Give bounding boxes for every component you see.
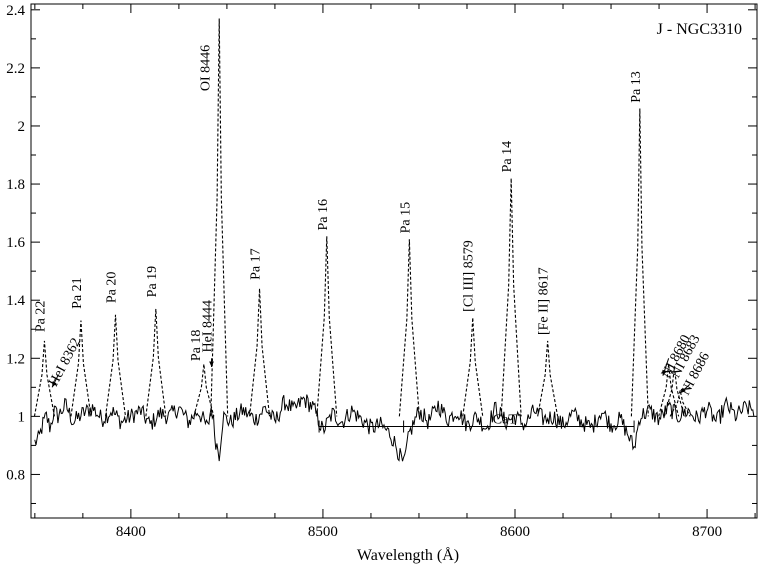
emission-peak-line [104,314,127,417]
line-label: Pa 17 [249,248,264,280]
emission-peak-line [70,320,92,417]
line-label: Pa 15 [398,202,413,234]
line-label: Pa 22 [33,301,48,333]
y-tick-label: 2.4 [6,3,25,19]
emission-peak-line [669,390,691,417]
line-label: [Cl III] 8579 [462,240,477,312]
x-tick-label: 8400 [116,524,146,540]
plot-frame [30,3,758,519]
y-tick-label: 1.6 [6,235,25,251]
plot-layer: 8400 8500 8600 8700 0.8 1 1.2 1.4 1.6 1.8 2 2.2 2.4 P… [6,3,758,540]
line-label: HeI 8362 [46,336,84,389]
emission-peak-line [316,236,338,417]
y-tick-label: 1.4 [6,293,25,309]
y-tick-label: 0.8 [6,467,25,483]
y-tick-label: 2.2 [6,61,25,77]
emission-peak-line [145,308,167,417]
emission-peak-line [663,366,685,417]
y-tick-label: 1.8 [6,177,25,193]
line-label: Pa 14 [500,141,515,172]
line-label: Pa 21 [70,277,85,309]
emission-peak-line [537,340,559,417]
line-label: Pa 18 [189,330,204,362]
x-axis-label: Wavelength (Å) [357,546,459,564]
emission-peak-line [398,239,420,417]
emission-peak-line [630,108,649,417]
annotation-arrowhead [680,387,686,394]
spectrum-continuum-line [34,394,755,462]
emission-peak-line [658,364,680,417]
annotation-arrowhead [662,369,667,376]
chart-title: J - NGC3310 [657,21,742,38]
annotation-arrowhead [52,381,57,388]
line-label: Pa 16 [316,199,331,231]
x-tick-label: 8700 [692,524,722,540]
x-tick-label: 8500 [308,524,338,540]
cat-bracket-label: CaT [493,413,518,428]
emission-peak-line [249,288,271,417]
emission-peak-line [462,317,484,417]
y-tick-label: 1.2 [6,351,25,367]
y-tick-label: 1 [18,409,26,425]
emission-peak-line [33,340,55,417]
line-label: Pa 20 [105,272,120,304]
line-label: OI 8446 [199,45,214,91]
x-tick-label: 8600 [500,524,530,540]
line-label: Pa 19 [145,266,160,298]
emission-peak-line [500,178,522,417]
emission-peak-line [210,18,229,417]
annotation-arrowhead [209,361,214,367]
y-tick-label: 2 [18,119,26,135]
emission-peak-line [193,364,215,417]
line-label: [Fe II] 8617 [537,267,552,335]
line-label: HeI 8444 [201,300,216,352]
line-label: Pa 13 [629,71,644,103]
